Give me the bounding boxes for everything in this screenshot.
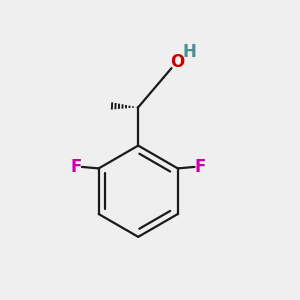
Text: H: H xyxy=(182,43,196,61)
Text: O: O xyxy=(170,53,184,71)
Text: F: F xyxy=(70,158,82,176)
Text: F: F xyxy=(195,158,206,176)
